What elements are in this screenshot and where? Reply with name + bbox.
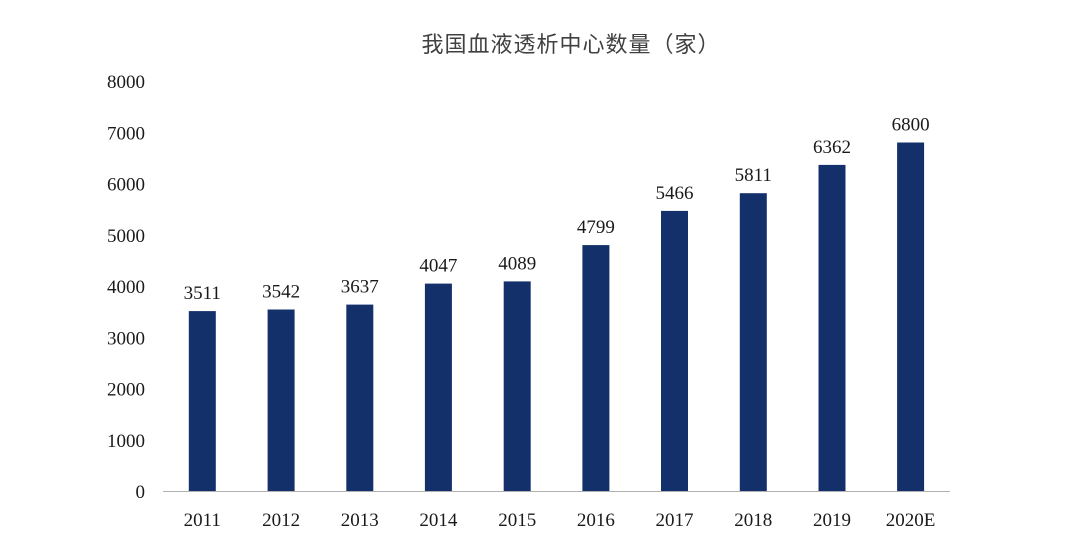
bar-2020E	[897, 142, 925, 491]
bar-2019	[818, 164, 846, 491]
y-axis: 0 1000 2000 3000 4000 5000 6000 7000 8000	[107, 72, 145, 503]
x-tick-label-2018: 2018	[734, 510, 772, 531]
x-tick-label-2011: 2011	[184, 510, 221, 531]
bar-2013	[346, 304, 374, 491]
data-label-2013: 3637	[341, 277, 379, 298]
bar-2016	[582, 245, 610, 491]
data-label-2016: 4799	[577, 217, 615, 238]
data-label-2014: 4047	[419, 256, 457, 277]
bar-2015	[503, 281, 531, 491]
y-tick-label: 1000	[107, 431, 145, 452]
x-tick-label-2014: 2014	[419, 510, 458, 531]
data-label-2019: 6362	[813, 137, 851, 158]
y-tick-label: 5000	[107, 226, 145, 247]
y-tick-label: 6000	[107, 175, 145, 196]
x-tick-label-2015: 2015	[498, 510, 536, 531]
bar-2012	[267, 309, 295, 491]
y-tick-label: 7000	[107, 123, 145, 144]
bar-2014	[424, 283, 452, 491]
bar-2011	[188, 311, 216, 491]
data-label-2018: 5811	[735, 165, 772, 186]
y-tick-label: 8000	[107, 72, 145, 93]
bar-2018	[739, 193, 767, 491]
data-labels: 3511 3542 3637 4047 4089 4799 5466 5811 6362 6800	[184, 115, 930, 305]
chart-title: 我国血液透析中心数量（家）	[421, 33, 720, 58]
x-tick-label-2017: 2017	[656, 510, 694, 531]
data-label-2017: 5466	[656, 183, 694, 204]
y-tick-label: 4000	[107, 277, 145, 298]
bars	[188, 142, 925, 491]
y-tick-label: 2000	[107, 380, 145, 401]
data-label-2020E: 6800	[892, 115, 930, 136]
x-tick-label-2012: 2012	[262, 510, 300, 531]
bar-2017	[661, 210, 688, 491]
y-tick-label: 3000	[107, 328, 145, 349]
y-tick-label: 0	[136, 482, 146, 503]
x-tick-label-2019: 2019	[813, 510, 851, 531]
data-label-2015: 4089	[498, 253, 536, 274]
x-axis: 2011 2012 2013 2014 2015 2016 2017 2018 2019 2020…	[163, 491, 950, 531]
x-tick-label-2013: 2013	[341, 510, 379, 531]
x-tick-label-2016: 2016	[577, 510, 615, 531]
data-label-2011: 3511	[184, 283, 221, 304]
x-tick-label-2020E: 2020E	[886, 510, 936, 531]
data-label-2012: 3542	[262, 282, 300, 303]
